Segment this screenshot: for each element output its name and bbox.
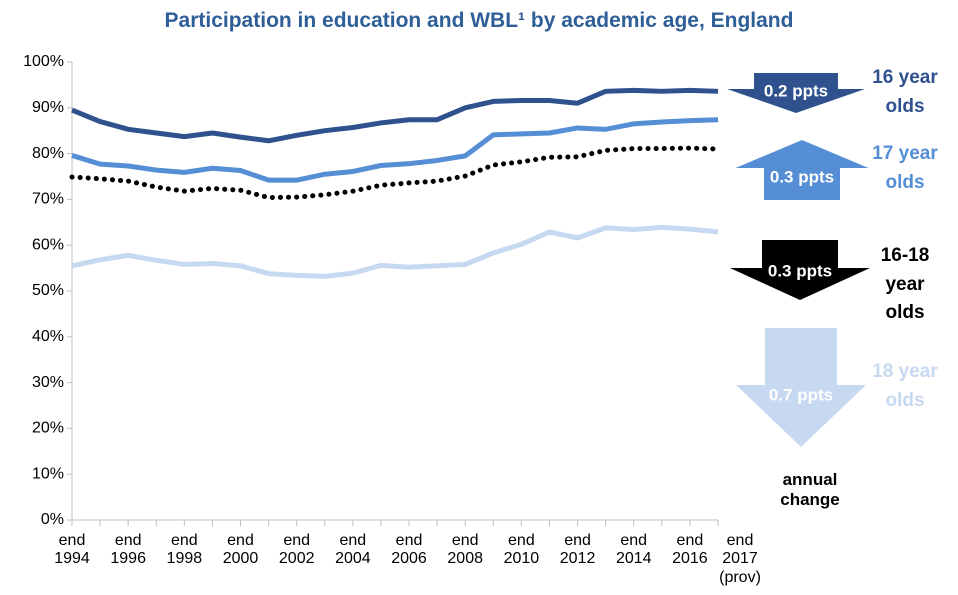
y-tick-label: 30% <box>32 374 64 391</box>
x-tick-label: end 2010 <box>503 532 540 568</box>
series-name: 18 year olds <box>872 361 938 411</box>
series-name: 17 year olds <box>872 143 938 193</box>
y-tick-label: 60% <box>32 236 64 253</box>
x-tick-label: end 2000 <box>222 532 259 568</box>
series-line <box>71 224 719 279</box>
change-label: 0.3 ppts <box>770 167 834 186</box>
x-tick-label: end 1998 <box>166 532 203 568</box>
series-line <box>69 145 721 201</box>
y-tick-label: 90% <box>32 99 64 116</box>
y-tick-label: 70% <box>32 191 64 208</box>
change-label: 0.7 ppts <box>769 385 833 404</box>
y-tick-label: 0% <box>41 511 64 528</box>
y-tick-label: 20% <box>32 420 64 437</box>
change-label: 0.2 ppts <box>764 81 828 100</box>
x-tick-label: end 2008 <box>447 532 483 568</box>
y-tick-label: 40% <box>32 328 64 345</box>
x-tick-label: end 2004 <box>335 532 371 568</box>
annual-change-label: annual change <box>780 470 840 510</box>
x-tick-label: end 2006 <box>391 532 427 568</box>
change-arrow <box>735 140 869 200</box>
series-name: 16 year olds <box>872 67 938 117</box>
change-label: 0.3 ppts <box>768 261 832 280</box>
x-tick-label: end 2012 <box>559 532 596 568</box>
y-tick-label: 10% <box>32 465 64 482</box>
series-line <box>71 87 719 144</box>
x-tick-label: end 1996 <box>110 532 146 568</box>
change-arrow <box>730 240 870 300</box>
series-line <box>71 117 719 183</box>
x-tick-label: end 2016 <box>672 532 708 568</box>
change-arrow <box>736 328 866 447</box>
x-tick-label: end 2017 (prov) <box>719 532 761 586</box>
series-name: 16-18 year olds <box>880 245 930 323</box>
y-tick-label: 50% <box>32 282 64 299</box>
x-tick-label: end 2002 <box>278 532 315 568</box>
x-tick-label: end 1994 <box>54 532 90 568</box>
chart-title: Participation in education and WBL¹ by a… <box>164 9 794 32</box>
y-tick-label: 80% <box>32 145 64 162</box>
change-arrow <box>727 73 865 113</box>
x-tick-label: end 2014 <box>615 532 652 568</box>
y-tick-label: 100% <box>23 53 64 70</box>
